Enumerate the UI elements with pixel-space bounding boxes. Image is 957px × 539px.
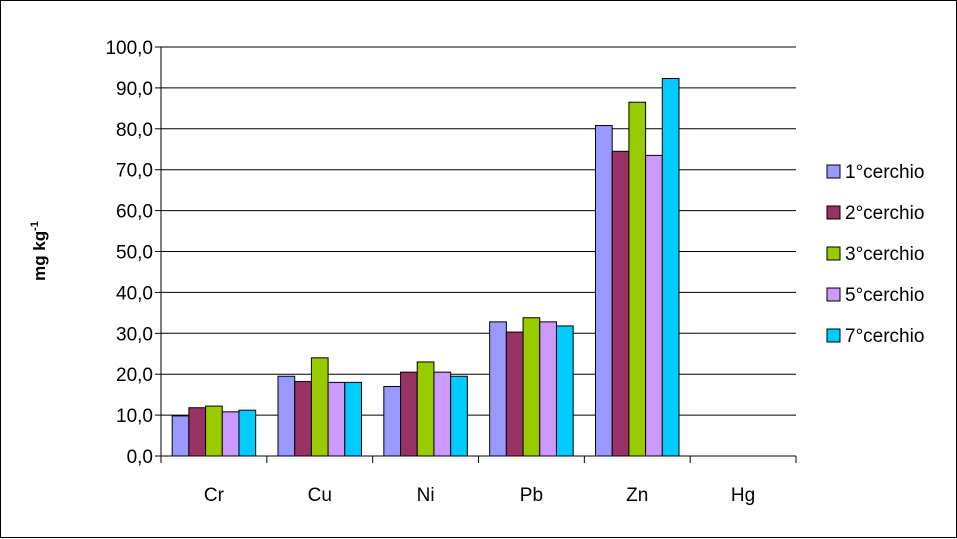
y-tick-label: 10,0 [116,406,153,427]
legend-label: 1°cerchio [845,162,924,183]
bar-cu-series-3 [310,357,329,457]
y-axis-label-superscript: -1 [29,221,41,231]
y-axis-label: mg kg-1 [29,221,49,281]
y-tick-label: 100,0 [105,38,153,59]
x-category-label: Zn [626,485,648,506]
legend-swatch [826,205,841,220]
x-category-label: Ni [417,485,435,506]
bar-cu-series-2 [294,381,312,457]
bar-ni-series-4 [433,371,452,457]
legend-label: 5°cerchio [845,285,924,306]
y-tick-label: 30,0 [116,324,153,345]
bar-zn-series-3 [628,101,647,457]
bar-pb-series-2 [505,331,524,457]
x-category-label: Pb [520,485,543,506]
bar-cu-series-1 [277,375,296,457]
y-tick-label: 20,0 [116,365,153,386]
bar-ni-series-5 [450,375,468,457]
bar-cr-series-1 [171,415,190,457]
legend: 1°cerchio 2°cerchio 3°cerchio 5°cerchio 7°ce… [826,162,924,347]
y-tick-label: 70,0 [116,161,153,182]
y-tick-label: 80,0 [116,120,153,141]
legend-swatch [826,328,841,343]
bar-cr-series-5 [238,409,257,457]
x-category-labels: Cr Cu Ni Pb Zn Hg [204,485,755,506]
legend-swatch [826,246,841,261]
bar-cr-series-3 [205,405,223,457]
y-tick-label: 90,0 [116,79,153,100]
bar-zn-series-5 [661,77,680,457]
bar-cu-series-5 [344,381,362,457]
bar-zn-series-1 [595,125,613,457]
x-category-label: Cu [308,485,332,506]
bar-ni-series-3 [416,361,435,457]
bar-cu-series-4 [327,381,346,457]
bar-cr-series-4 [221,411,240,457]
bar-pb-series-4 [539,321,557,457]
legend-label: 3°cerchio [845,244,924,265]
legend-swatch [826,164,841,179]
bar-ni-series-2 [400,371,418,457]
y-tick-label: 0,0 [127,447,153,468]
legend-label: 7°cerchio [845,326,924,347]
bar-cr-series-2 [188,407,207,457]
bar-zn-series-2 [611,150,630,457]
y-tick-label: 60,0 [116,202,153,223]
bar-ni-series-1 [383,385,402,457]
bar-pb-series-1 [489,321,507,457]
y-tick-label: 40,0 [116,283,153,304]
y-tick-labels: 0,0 10,0 20,0 30,0 40,0 50,0 60,0 70,0 80,0 90,0 1… [105,38,153,468]
bar-pb-series-3 [522,317,541,457]
y-axis-label-text: mg kg [30,231,49,281]
bars [171,77,680,457]
x-category-label: Hg [731,485,755,506]
bar-zn-series-4 [645,154,663,457]
x-category-label: Cr [204,485,225,506]
bar-pb-series-5 [555,325,574,457]
gridlines [155,46,796,457]
y-tick-label: 50,0 [116,243,153,264]
legend-swatch [826,287,841,302]
axes [160,47,797,463]
legend-label: 2°cerchio [845,203,924,224]
